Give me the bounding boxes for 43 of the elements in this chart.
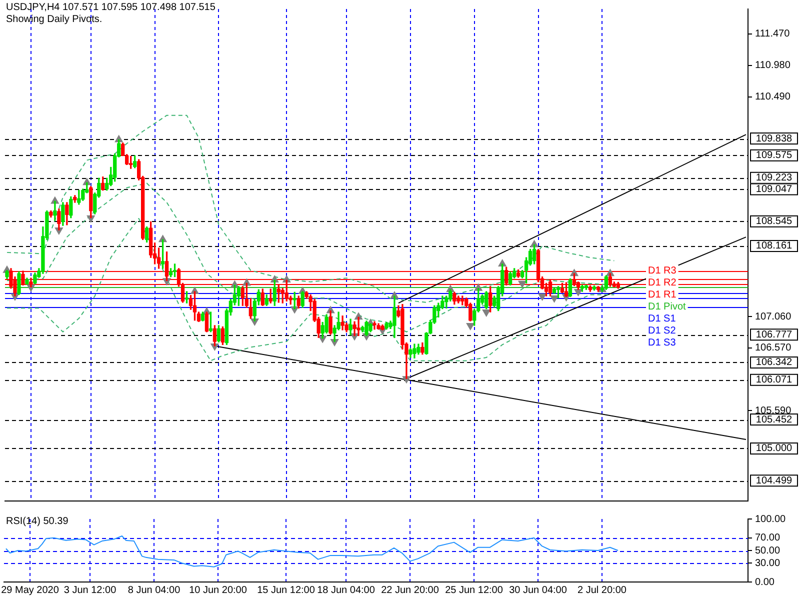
- ref-line-label: D1 S3: [648, 338, 676, 349]
- ref-line-label: D1 R1: [648, 290, 677, 301]
- x-tick-label: 18 Jun 04:00: [317, 584, 376, 596]
- x-tick-label: 15 Jun 12:00: [257, 584, 316, 596]
- chart-title: RSI(14) 50.39: [6, 516, 68, 528]
- ref-line-label: D1 S2: [648, 326, 676, 337]
- y-tick-label: 110.980: [755, 60, 791, 72]
- ref-line-label: 109.575: [756, 150, 793, 162]
- ref-line-label: 109.838: [756, 133, 793, 144]
- y-tick-label: 110.490: [755, 92, 791, 103]
- x-tick-label: 22 Jun 20:00: [381, 584, 440, 596]
- x-tick-label: 29 May 2020: [1, 584, 60, 596]
- y-tick-label: 0.00: [755, 576, 775, 588]
- ref-line-label: D1 Pivot: [648, 302, 686, 313]
- ref-line-label: 108.161: [756, 240, 793, 252]
- y-tick-label: 30.00: [755, 558, 780, 569]
- ref-line-label: 106.071: [756, 374, 793, 386]
- x-tick-label: 30 Jun 04:00: [509, 584, 568, 596]
- y-tick-label: 111.470: [755, 28, 790, 40]
- ref-line-label: 106.342: [756, 357, 793, 368]
- ref-line-label: 109.047: [756, 184, 793, 195]
- x-tick-label: 2 Jul 20:00: [578, 584, 627, 596]
- ref-line-label: 109.223: [756, 172, 793, 184]
- ref-line-label: 105.000: [756, 443, 793, 454]
- text: Showing Daily Pivots.: [6, 14, 104, 26]
- ref-line-label: D1 R3: [648, 266, 677, 277]
- y-tick-label: 105.590: [755, 405, 792, 416]
- ref-line-label: 104.499: [756, 475, 793, 486]
- y-tick-label: 106.570: [755, 342, 792, 354]
- x-tick-label: 25 Jun 12:00: [445, 584, 504, 596]
- ref-line-label: D1 R2: [648, 278, 677, 289]
- chart-title: USDJPY,H4 107.571 107.595 107.498 107.515: [6, 2, 216, 14]
- y-tick-label: 107.060: [755, 311, 792, 322]
- x-tick-label: 8 Jun 04:00: [128, 584, 181, 596]
- y-tick-label: 70.00: [755, 532, 780, 544]
- ref-line-label: 108.545: [756, 216, 793, 228]
- ref-line-label: 106.777: [756, 329, 793, 340]
- y-tick-label: 100.00: [755, 514, 786, 525]
- y-tick-label: 50.00: [755, 545, 780, 556]
- ref-line-label: D1 S1: [648, 314, 676, 325]
- ref-line-label: 105.452: [756, 414, 793, 426]
- x-tick-label: 10 Jun 20:00: [189, 584, 248, 596]
- x-tick-label: 3 Jun 12:00: [64, 584, 117, 596]
